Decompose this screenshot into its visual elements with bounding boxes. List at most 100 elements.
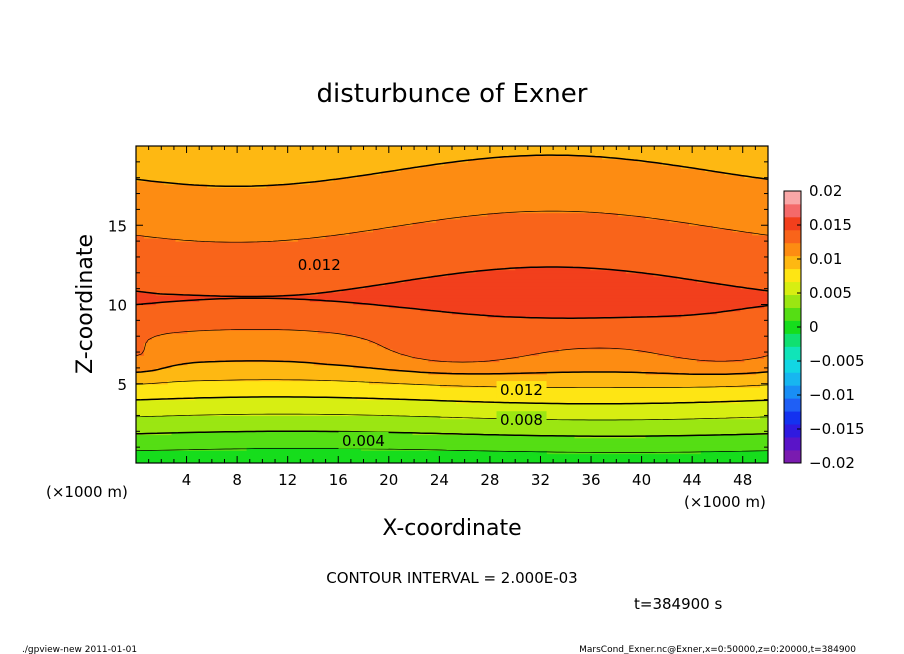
field-cell — [136, 317, 768, 321]
field-cell — [420, 165, 682, 169]
field-cell — [392, 348, 560, 353]
field-cell — [136, 241, 768, 245]
field-cell — [590, 266, 768, 271]
field-cell — [171, 364, 354, 369]
field-cell — [136, 377, 768, 382]
field-cell — [143, 348, 394, 353]
colorbar-swatch — [784, 424, 801, 438]
colorbar-swatch — [784, 411, 801, 425]
field-cell — [455, 399, 741, 404]
field-cell — [143, 352, 402, 356]
field-cell — [136, 282, 386, 287]
field-cell — [136, 212, 489, 217]
field-cell — [400, 352, 540, 356]
x-axis-title: X-coordinate — [382, 516, 521, 541]
field-cell — [136, 193, 768, 198]
field-cell — [136, 443, 768, 448]
time-label: t=384900 s — [634, 595, 722, 613]
field-cell — [440, 383, 761, 388]
field-cell — [657, 352, 768, 356]
colorbar-swatch — [784, 229, 801, 244]
field-cell — [538, 352, 658, 356]
field-cell — [353, 364, 768, 369]
colorbar-swatch — [784, 268, 801, 283]
field-cell — [376, 342, 768, 347]
field-cell — [136, 228, 374, 233]
contour-line — [136, 448, 768, 453]
field-cell — [143, 342, 378, 347]
field-cell — [171, 431, 414, 436]
field-cell — [136, 234, 145, 239]
contour-line — [136, 266, 768, 319]
field-cell — [136, 415, 441, 420]
contour-label-bg — [338, 431, 389, 449]
field-cell — [136, 390, 768, 394]
field-cell — [388, 367, 768, 372]
field-cell — [384, 345, 768, 350]
field-cell — [187, 361, 315, 366]
field-cell — [136, 447, 248, 451]
field-cell — [645, 215, 768, 220]
field-cell — [136, 177, 335, 182]
field-cell — [732, 228, 768, 233]
field-cell — [704, 168, 768, 172]
colorbar-swatch — [784, 385, 801, 399]
contour-label-bg — [496, 411, 547, 429]
field-cell — [404, 279, 698, 283]
colorbar-tick-label: 0.01 — [809, 250, 842, 268]
field-cell — [136, 225, 394, 230]
field-cell — [645, 434, 768, 439]
field-cell — [617, 212, 768, 217]
field-cell — [380, 171, 726, 176]
x-tick-label: 32 — [531, 471, 550, 489]
field-cell — [444, 161, 662, 166]
field-cell — [136, 263, 768, 268]
x-tick-label: 48 — [733, 471, 752, 489]
field-cell — [669, 218, 768, 223]
x-tick-label: 36 — [581, 471, 600, 489]
field-cell — [388, 304, 765, 309]
field-cell — [136, 320, 768, 325]
field-cell — [724, 171, 768, 176]
field-cell — [136, 279, 406, 283]
field-cell — [163, 180, 311, 185]
field-cell — [740, 285, 768, 290]
field-cell — [136, 253, 768, 258]
field-cell — [400, 168, 706, 172]
colorbar-swatch — [784, 346, 801, 360]
field-cell — [136, 428, 768, 432]
colorbar-tick-label: 0 — [809, 318, 819, 336]
field-cell — [384, 282, 722, 287]
field-cell — [309, 180, 768, 185]
colorbar-swatch — [784, 372, 801, 386]
field-cell — [136, 256, 768, 261]
field-cell — [369, 380, 768, 385]
field-cell — [151, 336, 362, 340]
field-cell — [297, 237, 768, 242]
field-cell — [345, 333, 768, 337]
field-cell — [136, 218, 437, 223]
field-cell — [760, 415, 768, 420]
field-cell — [357, 396, 768, 401]
field-cell — [187, 329, 319, 334]
contour-label: 0.008 — [500, 411, 543, 429]
field-cell — [546, 371, 647, 375]
field-cell — [317, 329, 768, 334]
x-tick-label: 4 — [182, 471, 192, 489]
field-cell — [317, 291, 768, 296]
x-unit-label-left: (×1000 m) — [46, 483, 128, 501]
field-cell — [637, 348, 768, 353]
x-tick-label: 16 — [329, 471, 348, 489]
x-tick-label: 40 — [632, 471, 651, 489]
field-cell — [452, 310, 718, 315]
colorbar-swatch — [784, 437, 801, 451]
field-cell — [136, 364, 173, 369]
field-cell — [136, 355, 414, 359]
field-cell — [136, 383, 441, 388]
field-cell — [392, 225, 714, 230]
field-cell — [136, 402, 768, 407]
field-cell — [373, 228, 734, 233]
field-cell — [136, 314, 489, 318]
colorbar-tick-label: −0.02 — [809, 454, 855, 472]
field-cell — [136, 424, 768, 429]
